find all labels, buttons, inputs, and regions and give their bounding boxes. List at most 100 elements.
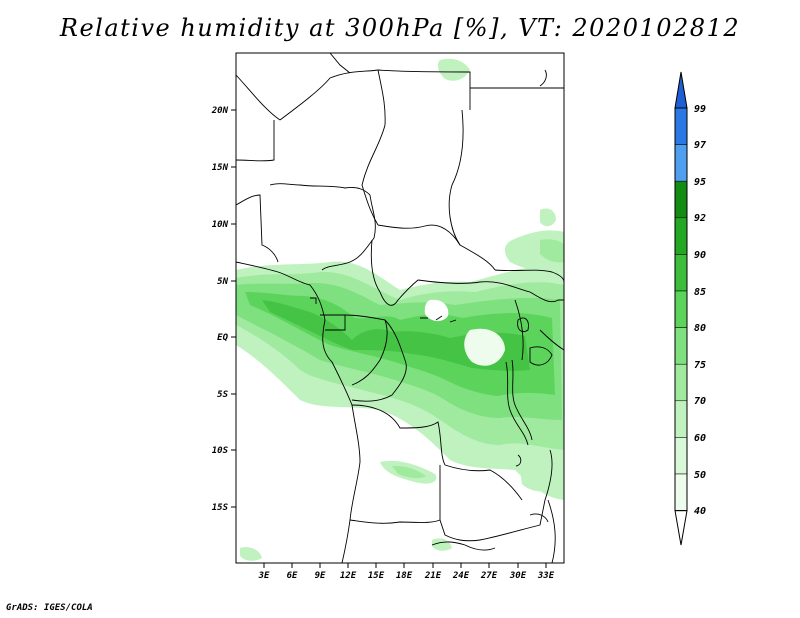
border <box>439 465 481 542</box>
border <box>514 299 524 361</box>
colorbar-label: 95 <box>694 177 706 188</box>
lake <box>505 361 529 446</box>
humidity-region <box>432 538 452 551</box>
lat-tick: 20N <box>211 106 236 116</box>
colorbar-label: 60 <box>694 433 706 444</box>
border <box>444 464 523 501</box>
border <box>269 183 371 196</box>
border <box>279 69 379 121</box>
lat-tick: 10N <box>212 220 236 230</box>
humidity-field <box>236 58 564 561</box>
lon-label: 6E <box>287 571 298 581</box>
border <box>321 194 376 271</box>
border <box>420 315 457 323</box>
humidity-region <box>424 299 449 322</box>
lat-label: 10S <box>212 446 229 456</box>
border <box>236 194 279 263</box>
chart-title: Relative humidity at 300hPa [%], VT: 202… <box>59 14 741 42</box>
humidity-region <box>540 239 564 263</box>
lon-tick: 18E <box>396 563 413 581</box>
colorbar-label: 85 <box>694 287 706 298</box>
map-frame <box>235 52 565 564</box>
colorbar-cell <box>674 180 688 219</box>
colorbar-label: 50 <box>694 470 706 481</box>
colorbar-outline <box>674 107 688 512</box>
lon-tick: 15E <box>368 563 385 581</box>
lon-label: 9E <box>315 571 326 581</box>
border <box>547 499 556 563</box>
lat-label: 15S <box>212 503 229 513</box>
border <box>320 314 346 331</box>
lon-label: 15E <box>368 571 385 581</box>
lat-label: 20N <box>211 106 229 116</box>
border <box>236 53 281 121</box>
lake <box>529 513 549 523</box>
border <box>370 239 419 306</box>
lon-tick: 21E <box>424 563 442 581</box>
colorbar: 99 97 95 92 90 85 80 75 70 60 50 40 <box>674 71 706 546</box>
longitude-axis: 3E 6E 9E 12E 15E 18E 21E 24E 27E 30E 33E <box>258 563 555 581</box>
colorbar-label: 40 <box>694 506 706 517</box>
border <box>539 329 564 351</box>
border <box>377 69 471 110</box>
colorbar-cell <box>674 254 688 292</box>
border <box>377 224 496 271</box>
border <box>417 279 531 293</box>
border <box>344 314 388 386</box>
lake <box>511 359 533 441</box>
lat-label: EQ <box>217 333 228 343</box>
lon-tick: 27E <box>480 563 498 581</box>
lon-tick: 24E <box>452 563 470 581</box>
colorbar-label: 97 <box>694 140 706 151</box>
border <box>351 404 446 466</box>
lon-tick: 3E <box>258 563 270 581</box>
lat-tick: EQ <box>217 333 236 343</box>
humidity-region <box>437 58 470 81</box>
border <box>349 519 441 524</box>
colorbar-top-arrow <box>674 71 688 109</box>
border <box>236 120 275 162</box>
latitude-axis: 20N 15N 10N 5N EQ 5S 10S 15S <box>211 106 236 513</box>
lon-label: 33E <box>537 571 555 581</box>
lake <box>539 69 547 87</box>
border <box>361 69 386 226</box>
lat-label: 15N <box>212 163 229 173</box>
colorbar-cell <box>674 290 688 328</box>
lat-tick: 5S <box>217 390 236 400</box>
country-borders <box>236 53 564 563</box>
colorbar-label: 99 <box>694 104 706 115</box>
lon-tick: 9E <box>315 563 326 581</box>
lon-tick: 12E <box>340 563 357 581</box>
lat-tick: 15N <box>212 163 236 173</box>
colorbar-cell <box>674 473 688 511</box>
colorbar-label: 92 <box>694 213 706 224</box>
colorbar-cell <box>674 217 688 255</box>
border <box>329 53 351 74</box>
lon-tick: 6E <box>287 563 298 581</box>
lon-label: 27E <box>480 571 498 581</box>
border <box>529 291 564 303</box>
lat-tick: 5N <box>217 277 236 287</box>
lat-label: 5S <box>217 390 228 400</box>
border <box>479 449 553 541</box>
colorbar-cell <box>674 144 688 182</box>
colorbar-bottom-arrow <box>674 510 688 546</box>
lake <box>529 346 553 366</box>
credit-text: GrADS: IGES/COLA <box>6 603 93 613</box>
colorbar-cell <box>674 437 688 475</box>
coastline <box>236 261 361 563</box>
lat-label: 5N <box>217 277 228 287</box>
humidity-region <box>392 465 426 479</box>
humidity-region <box>464 328 505 366</box>
lake <box>515 454 522 467</box>
colorbar-label: 70 <box>694 396 706 407</box>
lake <box>517 317 529 332</box>
border <box>351 319 407 402</box>
lon-label: 24E <box>452 571 470 581</box>
border <box>448 109 464 246</box>
colorbar-cell <box>674 107 688 145</box>
colorbar-label: 80 <box>694 323 706 334</box>
border <box>494 269 564 283</box>
humidity-region <box>240 547 262 561</box>
